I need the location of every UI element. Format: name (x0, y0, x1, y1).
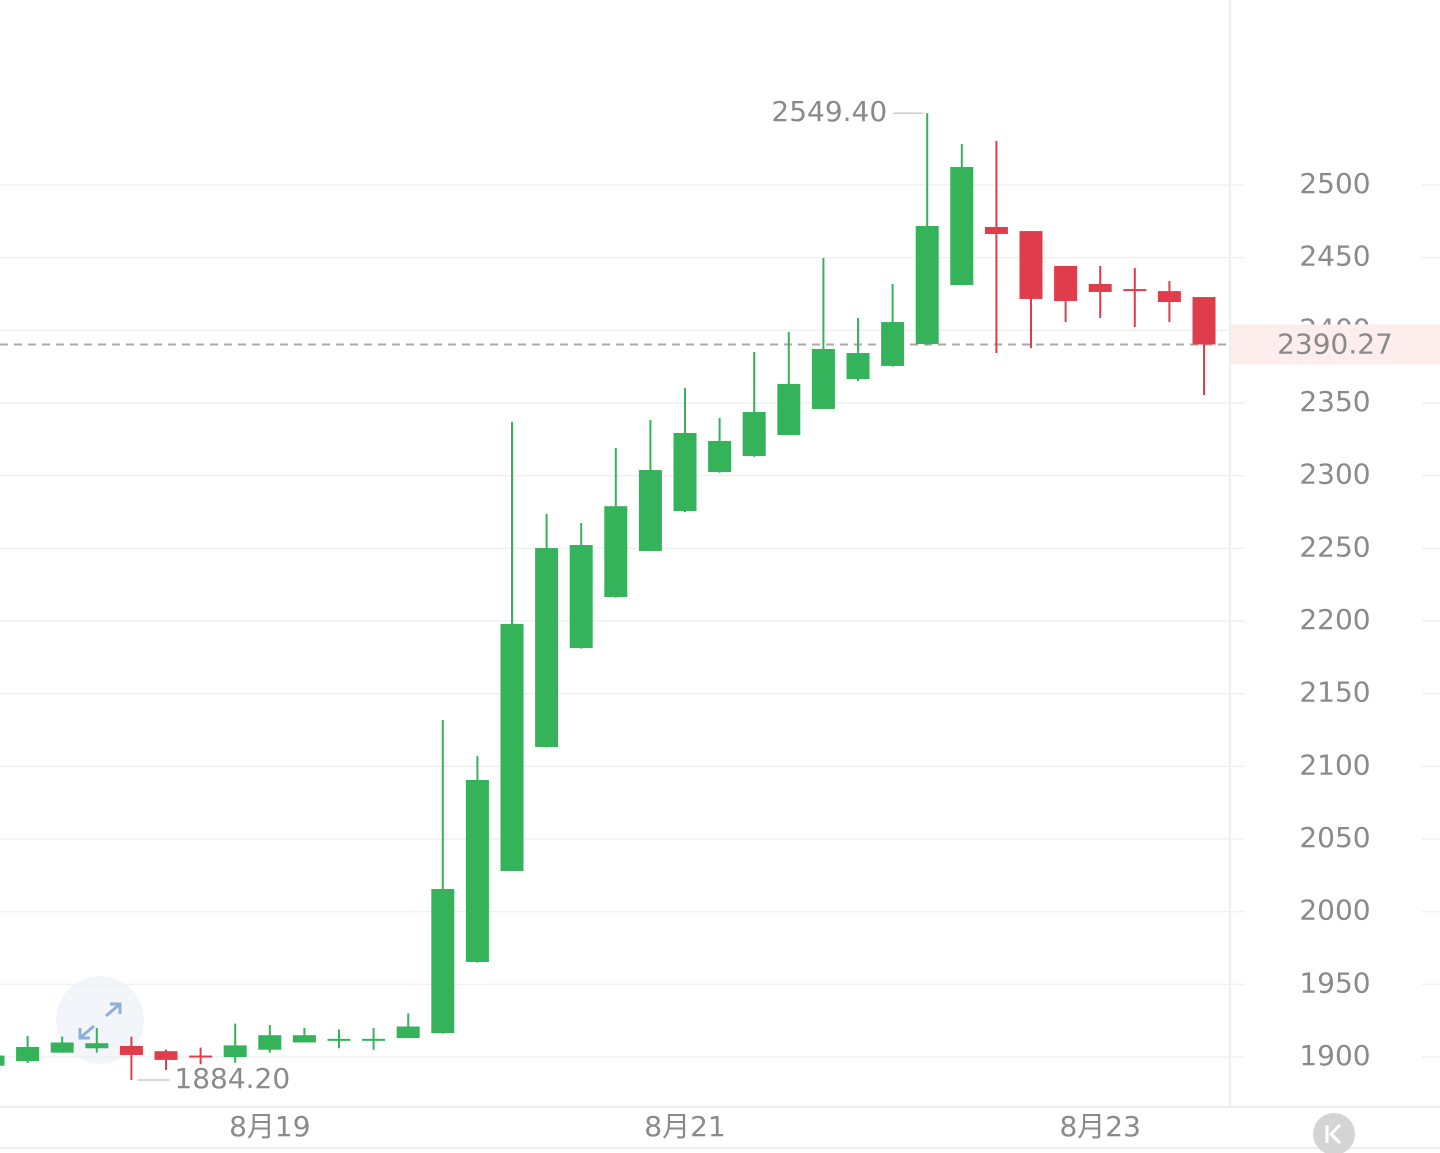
candle-body (362, 1038, 386, 1041)
candle-body (604, 506, 628, 598)
candle-body (465, 780, 489, 962)
candle-body (16, 1046, 40, 1062)
max-label: 2549.40 (771, 95, 887, 128)
y-tick-label: 2300 (1299, 458, 1370, 491)
candle-body (119, 1045, 143, 1055)
x-tick-label: 8月23 (1059, 1110, 1140, 1143)
candle-body (638, 470, 662, 551)
candle-body (708, 440, 732, 473)
x-tick-label: 8月21 (644, 1110, 725, 1143)
y-tick-label: 2350 (1299, 385, 1370, 418)
y-tick-label: 2100 (1299, 748, 1370, 781)
candle-body (569, 544, 593, 649)
y-tick-label: 2450 (1299, 240, 1370, 273)
candle-body (1019, 231, 1043, 299)
candle-body (915, 225, 939, 345)
candle-body (396, 1026, 420, 1039)
candle-body (327, 1038, 351, 1041)
candle-body (881, 322, 905, 366)
candle-body (1088, 283, 1112, 292)
x-tick-label: 8月19 (229, 1110, 310, 1143)
candle-body (742, 412, 766, 457)
candle-body (223, 1045, 247, 1058)
y-tick-label: 2250 (1299, 530, 1370, 563)
k-button[interactable] (1313, 1113, 1355, 1153)
last-price-label: 2390.27 (1277, 327, 1393, 360)
y-tick-label: 1900 (1299, 1039, 1370, 1072)
candle-body (811, 348, 835, 409)
expand-icon[interactable] (56, 976, 144, 1064)
last-price-tag (1231, 324, 1440, 365)
candle-body (292, 1035, 316, 1043)
y-tick-label: 2000 (1299, 894, 1370, 927)
y-tick-label: 2150 (1299, 676, 1370, 709)
y-tick-label: 2200 (1299, 603, 1370, 636)
candle-body (950, 166, 974, 285)
candle-body (154, 1051, 178, 1060)
y-tick-label: 2050 (1299, 821, 1370, 854)
y-tick-label: 1950 (1299, 966, 1370, 999)
candle-body (431, 889, 455, 1034)
candle-body (846, 353, 870, 380)
candle-body (984, 227, 1008, 234)
min-label: 1884.20 (174, 1062, 290, 1095)
y-tick-label: 2500 (1299, 167, 1370, 200)
candle-body (85, 1043, 109, 1049)
candle-body (535, 548, 559, 748)
candle-body (189, 1055, 213, 1058)
candle-body (777, 383, 801, 435)
candle-body (1157, 291, 1181, 303)
candle-body (0, 1055, 5, 1066)
candle-body (1123, 289, 1147, 292)
candle-body (673, 432, 697, 511)
candle-body (500, 623, 524, 871)
candle-body (1192, 297, 1216, 345)
candle-body (258, 1035, 282, 1050)
candle-body (50, 1042, 74, 1053)
candle-body (1054, 265, 1078, 301)
